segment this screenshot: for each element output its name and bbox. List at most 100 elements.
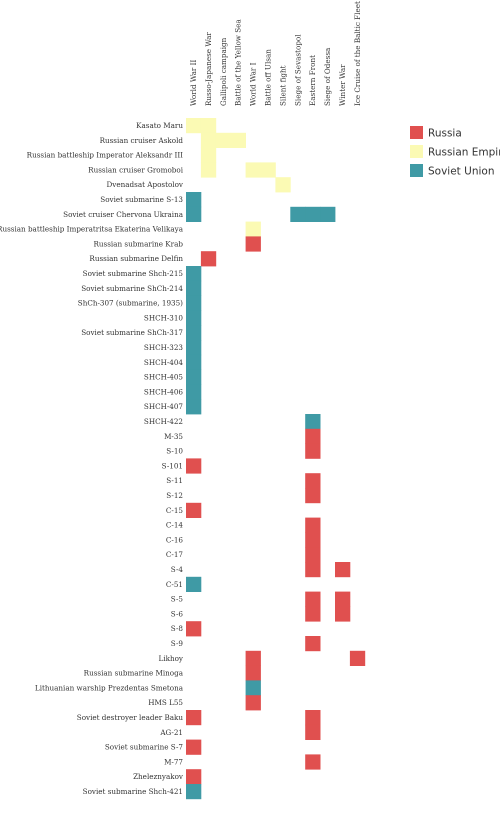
legend-label-russian-empire: Russian Empire <box>428 147 500 159</box>
heatmap-cell-russian-cruiser-askold-gallipoli-campaign <box>215 132 232 148</box>
heatmap-cell-c-16-eastern-front <box>305 532 321 548</box>
row-label: SHCH-323 <box>144 343 184 352</box>
heatmap-cell-s-12-eastern-front <box>305 488 321 504</box>
heatmap-cell-russian-submarine-delfin-russo-japanese-war <box>200 251 217 267</box>
row-label: S-11 <box>166 476 183 485</box>
row-label: Soviet submarine ShCh-317 <box>81 328 183 337</box>
column-label: Silent fight <box>278 65 287 106</box>
heatmap-cell-c-15-world-war-ii <box>186 502 202 518</box>
heatmap-cell-russian-battleship-imperator-aleksandr-iii-russo-japanese-war <box>200 147 217 163</box>
column-label: Russo-Japanese War <box>204 32 213 106</box>
row-label: M-77 <box>164 757 183 766</box>
heatmap-cell-russian-cruiser-askold-battle-of-the-yellow-sea <box>230 132 246 148</box>
heatmap-cell-soviet-cruiser-chervona-ukraina-world-war-ii <box>186 206 202 222</box>
heatmap-cell-soviet-submarine-shch-214-world-war-ii <box>186 280 202 296</box>
row-label: Soviet submarine Shch-215 <box>83 269 184 278</box>
heatmap-cell-soviet-submarine-s-7-world-war-ii <box>186 739 202 755</box>
heatmap-cell-soviet-submarine-shch-317-world-war-ii <box>186 325 202 341</box>
heatmap-cell-s-9-eastern-front <box>305 636 321 652</box>
heatmap-cell-soviet-cruiser-chervona-ukraina-siege-of-odessa <box>320 206 336 222</box>
row-label: SHCH-405 <box>144 373 184 382</box>
heatmap-cell-russian-submarine-minoga-world-war-i <box>245 665 261 681</box>
column-label: Battle of the Yellow Sea <box>234 19 243 106</box>
heatmap-cell-hms-l55-world-war-i <box>245 695 261 711</box>
heatmap-cell-russian-cruiser-askold-russo-japanese-war <box>200 132 217 148</box>
heatmap-cell-s-5-eastern-front <box>305 591 321 607</box>
column-label: Siege of Sevastopol <box>293 34 302 106</box>
heatmap-cell-s-4-winter-war <box>335 562 351 578</box>
heatmap-cell-shch-405-world-war-ii <box>186 369 202 385</box>
heatmap-cell-soviet-destroyer-leader-baku-eastern-front <box>305 710 321 726</box>
row-label: Soviet destroyer leader Baku <box>77 713 184 722</box>
row-label: S-12 <box>166 491 183 500</box>
row-label: S-5 <box>171 595 184 604</box>
heatmap-cell-c-14-eastern-front <box>305 517 321 533</box>
heatmap-cell-soviet-cruiser-chervona-ukraina-siege-of-sevastopol <box>290 206 306 222</box>
heatmap-cell-likhoy-world-war-i <box>245 650 261 666</box>
row-label: C-16 <box>166 535 184 544</box>
row-label: Russian cruiser Askold <box>100 136 184 145</box>
heatmap-cell-shch-407-world-war-ii <box>186 399 202 415</box>
column-label: Winter War <box>338 64 347 106</box>
heatmap-cell-soviet-cruiser-chervona-ukraina-eastern-front <box>305 206 321 222</box>
row-label: S-8 <box>171 624 184 633</box>
column-label: Gallipoli campaign <box>219 37 228 106</box>
heatmap-cell-shch-323-world-war-ii <box>186 340 202 356</box>
row-label: Soviet submarine S-7 <box>105 743 184 752</box>
heatmap-cell-c-17-eastern-front <box>305 547 321 563</box>
heatmap-cell-russian-cruiser-gromoboi-russo-japanese-war <box>200 162 217 178</box>
legend-swatch-russian-empire <box>410 145 423 158</box>
heatmap-cell-s-8-world-war-ii <box>186 621 202 637</box>
heatmap-cell-shch-307-submarine-1935-world-war-ii <box>186 295 202 311</box>
heatmap-cell-shch-406-world-war-ii <box>186 384 202 400</box>
row-label: Russian submarine Krab <box>93 239 183 248</box>
row-label: Soviet submarine Shch-421 <box>83 787 183 796</box>
heatmap-cell-dvenadsat-apostolov-silent-fight <box>275 177 291 193</box>
legend-label-soviet-union: Soviet Union <box>428 166 494 178</box>
heatmap-cell-russian-submarine-krab-world-war-i <box>245 236 261 252</box>
row-label: Soviet submarine S-13 <box>100 195 183 204</box>
row-label: AG-21 <box>159 728 183 737</box>
row-label: S-4 <box>171 565 184 574</box>
row-label: SHCH-406 <box>144 387 184 396</box>
row-label: S-10 <box>166 447 183 456</box>
column-label: Ice Cruise of the Baltic Fleet <box>353 1 362 106</box>
heatmap-cell-kasato-maru-world-war-ii <box>186 118 202 134</box>
row-label: SHCH-310 <box>144 313 184 322</box>
column-label: Eastern Front <box>308 55 317 106</box>
row-label: SHCH-407 <box>144 402 184 411</box>
heatmap-cell-zheleznyakov-world-war-ii <box>186 769 202 785</box>
row-label: Russian battleship Imperator Aleksandr I… <box>27 151 183 160</box>
heatmap-cell-s-6-winter-war <box>335 606 351 622</box>
legend-label-russia: Russia <box>428 128 462 140</box>
row-label: Russian submarine Delfin <box>89 254 183 263</box>
heatmap-cell-s-5-winter-war <box>335 591 351 607</box>
heatmap-cell-shch-404-world-war-ii <box>186 354 202 370</box>
heatmap-cell-m-77-eastern-front <box>305 754 321 770</box>
heatmap-cell-ag-21-eastern-front <box>305 724 321 740</box>
heatmap-cell-shch-310-world-war-ii <box>186 310 202 326</box>
column-labels-layer: World War II Russo-Japanese War Gallipoli … <box>189 1 362 106</box>
row-label: Soviet submarine ShCh-214 <box>81 284 183 293</box>
heatmap-cell-m-35-eastern-front <box>305 428 321 444</box>
row-label: Dvenadsat Apostolov <box>107 180 184 189</box>
row-label: C-51 <box>166 580 183 589</box>
row-label: C-14 <box>166 521 184 530</box>
row-label: Zheleznyakov <box>133 772 184 781</box>
row-label: S-6 <box>171 609 184 618</box>
row-label: C-17 <box>166 550 184 559</box>
heatmap-cell-russian-cruiser-gromoboi-world-war-i <box>245 162 261 178</box>
row-label: HMS L55 <box>148 698 183 707</box>
row-label: C-15 <box>166 506 184 515</box>
heatmap-cell-soviet-submarine-shch-421-world-war-ii <box>186 784 202 800</box>
row-label: Russian battleship Imperatritsa Ekaterin… <box>0 225 184 234</box>
row-label: M-35 <box>164 432 183 441</box>
legend-swatch-russia <box>410 126 423 139</box>
column-label: Siege of Odessa <box>323 47 332 106</box>
heatmap-cell-s-4-eastern-front <box>305 562 321 578</box>
heatmap-cell-kasato-maru-russo-japanese-war <box>200 118 217 134</box>
heatmap-cell-russian-cruiser-gromoboi-battle-off-ulsan <box>260 162 276 178</box>
row-label: Lithuanian warship Prezdentas Smetona <box>35 683 184 692</box>
